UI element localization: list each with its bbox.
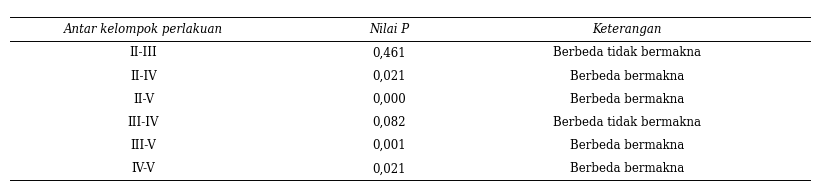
Text: Nilai P: Nilai P	[369, 23, 409, 36]
Text: Berbeda tidak bermakna: Berbeda tidak bermakna	[553, 46, 700, 59]
Text: 0,082: 0,082	[373, 116, 405, 129]
Text: Berbeda bermakna: Berbeda bermakna	[569, 93, 684, 106]
Text: 0,001: 0,001	[372, 139, 406, 152]
Text: II-IV: II-IV	[130, 70, 156, 83]
Text: 0,000: 0,000	[372, 93, 406, 106]
Text: 0,461: 0,461	[372, 46, 406, 59]
Text: Keterangan: Keterangan	[592, 23, 661, 36]
Text: II-V: II-V	[133, 93, 154, 106]
Text: III-V: III-V	[130, 139, 156, 152]
Text: Antar kelompok perlakuan: Antar kelompok perlakuan	[64, 23, 223, 36]
Text: IV-V: IV-V	[132, 162, 155, 175]
Text: 0,021: 0,021	[373, 162, 405, 175]
Text: II-III: II-III	[129, 46, 157, 59]
Text: Berbeda bermakna: Berbeda bermakna	[569, 162, 684, 175]
Text: Berbeda tidak bermakna: Berbeda tidak bermakna	[553, 116, 700, 129]
Text: III-IV: III-IV	[128, 116, 159, 129]
Text: 0,021: 0,021	[373, 70, 405, 83]
Text: Berbeda bermakna: Berbeda bermakna	[569, 139, 684, 152]
Text: Berbeda bermakna: Berbeda bermakna	[569, 70, 684, 83]
